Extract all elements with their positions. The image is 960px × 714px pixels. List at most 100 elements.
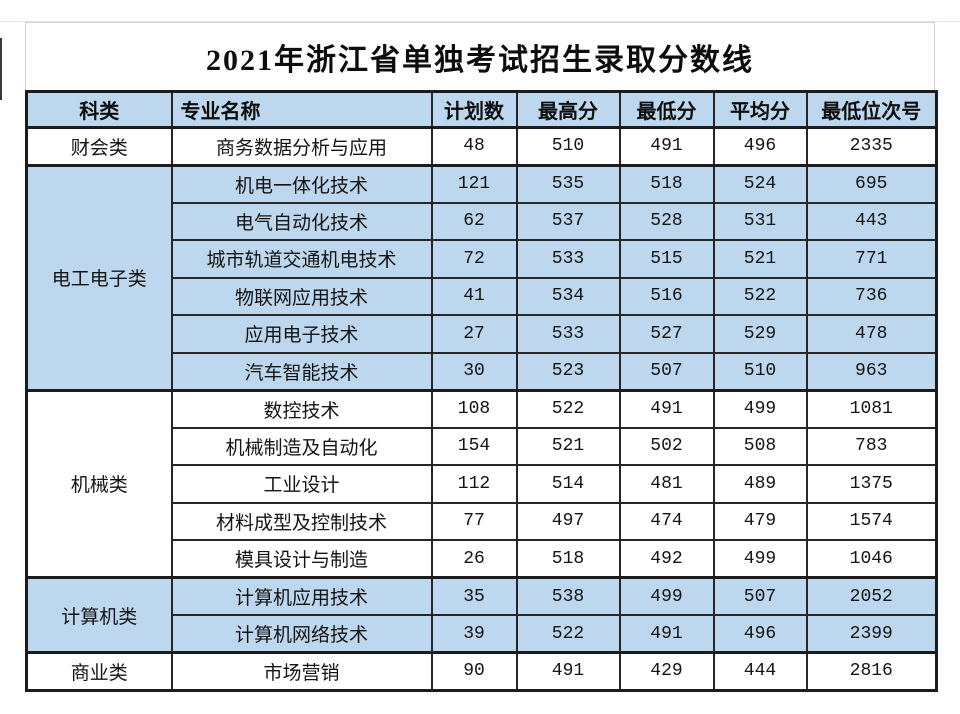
max-score-cell: 522 <box>515 614 621 654</box>
max-score-cell: 491 <box>515 651 621 691</box>
min-rank-cell: 478 <box>805 314 938 354</box>
column-header-avg-score: 平均分 <box>712 90 808 129</box>
category-cell: 商业类 <box>25 651 173 691</box>
plan-count-cell: 108 <box>430 388 518 429</box>
min-score-cell: 492 <box>618 539 715 579</box>
major-cell: 计算机应用技术 <box>170 576 433 616</box>
table-row: 电气自动化技术 62 537 528 531 443 <box>26 201 938 241</box>
min-rank-cell: 1046 <box>805 539 938 579</box>
avg-score-cell: 496 <box>712 614 808 654</box>
table-row: 模具设计与制造 26 518 492 499 1046 <box>26 539 938 579</box>
min-rank-cell: 736 <box>805 276 938 316</box>
avg-score-cell: 508 <box>712 426 808 466</box>
max-score-cell: 538 <box>515 576 621 616</box>
plan-count-cell: 121 <box>430 163 518 204</box>
major-cell: 市场营销 <box>170 651 433 691</box>
major-cell: 汽车智能技术 <box>170 351 433 391</box>
plan-count-cell: 41 <box>430 276 518 316</box>
min-rank-cell: 963 <box>805 351 938 391</box>
min-score-cell: 491 <box>618 126 715 166</box>
avg-score-cell: 531 <box>712 201 808 241</box>
table-row: 计算机类 计算机应用技术 35 538 499 507 2052 <box>25 576 938 654</box>
min-score-cell: 516 <box>618 276 715 316</box>
table-header: 科类 专业名称 计划数 最高分 最低分 平均分 最低位次号 <box>25 90 938 129</box>
column-header-major-name: 专业名称 <box>170 90 433 129</box>
table-row: 物联网应用技术 41 534 516 522 736 <box>26 276 938 316</box>
avg-score-cell: 444 <box>712 651 808 691</box>
left-edge-artifact <box>0 38 2 100</box>
min-score-cell: 499 <box>618 576 715 616</box>
column-header-min-score: 最低分 <box>618 90 715 129</box>
table-row: 机械类 数控技术 108 522 491 499 1081 <box>25 388 938 579</box>
column-header-max-score: 最高分 <box>515 90 621 129</box>
min-score-cell: 507 <box>618 351 715 391</box>
plan-count-cell: 90 <box>430 651 518 691</box>
plan-count-cell: 27 <box>430 314 518 354</box>
category-cell: 电工电子类 <box>25 163 173 391</box>
min-score-cell: 474 <box>618 501 715 541</box>
min-rank-cell: 783 <box>805 426 938 466</box>
top-divider-line <box>0 21 960 22</box>
header-row: 科类 专业名称 计划数 最高分 最低分 平均分 最低位次号 <box>25 90 938 129</box>
max-score-cell: 533 <box>515 239 621 279</box>
table-row: 电工电子类 机电一体化技术 121 535 518 524 695 <box>25 163 938 391</box>
avg-score-cell: 507 <box>712 576 808 616</box>
max-score-cell: 523 <box>515 351 621 391</box>
min-score-cell: 429 <box>618 651 715 691</box>
major-cell: 机电一体化技术 <box>170 163 433 204</box>
min-score-cell: 491 <box>618 388 715 429</box>
major-cell: 商务数据分析与应用 <box>170 126 433 166</box>
avg-score-cell: 521 <box>712 239 808 279</box>
table-row: 工业设计 112 514 481 489 1375 <box>26 464 938 504</box>
plan-count-cell: 72 <box>430 239 518 279</box>
min-score-cell: 518 <box>618 163 715 204</box>
major-cell: 工业设计 <box>170 464 433 504</box>
plan-count-cell: 35 <box>430 576 518 616</box>
min-rank-cell: 2816 <box>805 651 938 691</box>
column-header-plan-count: 计划数 <box>430 90 518 129</box>
min-rank-cell: 443 <box>805 201 938 241</box>
max-score-cell: 522 <box>515 388 621 429</box>
max-score-cell: 521 <box>515 426 621 466</box>
column-header-category: 科类 <box>25 90 173 129</box>
plan-count-cell: 62 <box>430 201 518 241</box>
major-cell: 材料成型及控制技术 <box>170 501 433 541</box>
major-cell: 电气自动化技术 <box>170 201 433 241</box>
max-score-cell: 535 <box>515 163 621 204</box>
max-score-cell: 518 <box>515 539 621 579</box>
min-score-cell: 527 <box>618 314 715 354</box>
table-row: 汽车智能技术 30 523 507 510 963 <box>26 351 938 391</box>
avg-score-cell: 510 <box>712 351 808 391</box>
major-cell: 物联网应用技术 <box>170 276 433 316</box>
min-score-cell: 528 <box>618 201 715 241</box>
major-cell: 模具设计与制造 <box>170 539 433 579</box>
major-cell: 城市轨道交通机电技术 <box>170 239 433 279</box>
major-cell: 数控技术 <box>170 388 433 429</box>
table-body: 财会类 商务数据分析与应用 48 510 491 496 2335 电工电子类 机电一体化技术 1… <box>25 126 938 691</box>
table-row: 计算机网络技术 39 522 491 496 2399 <box>26 614 938 654</box>
max-score-cell: 497 <box>515 501 621 541</box>
min-rank-cell: 771 <box>805 239 938 279</box>
min-score-cell: 491 <box>618 614 715 654</box>
min-rank-cell: 1375 <box>805 464 938 504</box>
category-cell: 计算机类 <box>25 576 173 654</box>
min-rank-cell: 1574 <box>805 501 938 541</box>
plan-count-cell: 39 <box>430 614 518 654</box>
avg-score-cell: 522 <box>712 276 808 316</box>
major-cell: 机械制造及自动化 <box>170 426 433 466</box>
avg-score-cell: 479 <box>712 501 808 541</box>
min-rank-cell: 2052 <box>805 576 938 616</box>
table-row: 财会类 商务数据分析与应用 48 510 491 496 2335 <box>25 126 938 166</box>
avg-score-cell: 496 <box>712 126 808 166</box>
min-score-cell: 515 <box>618 239 715 279</box>
avg-score-cell: 529 <box>712 314 808 354</box>
category-cell: 机械类 <box>25 388 173 579</box>
plan-count-cell: 30 <box>430 351 518 391</box>
max-score-cell: 534 <box>515 276 621 316</box>
column-header-min-rank: 最低位次号 <box>805 90 938 129</box>
page-title: 2021年浙江省单独考试招生录取分数线 <box>25 22 935 90</box>
plan-count-cell: 154 <box>430 426 518 466</box>
min-rank-cell: 695 <box>805 163 938 204</box>
table-row: 材料成型及控制技术 77 497 474 479 1574 <box>26 501 938 541</box>
